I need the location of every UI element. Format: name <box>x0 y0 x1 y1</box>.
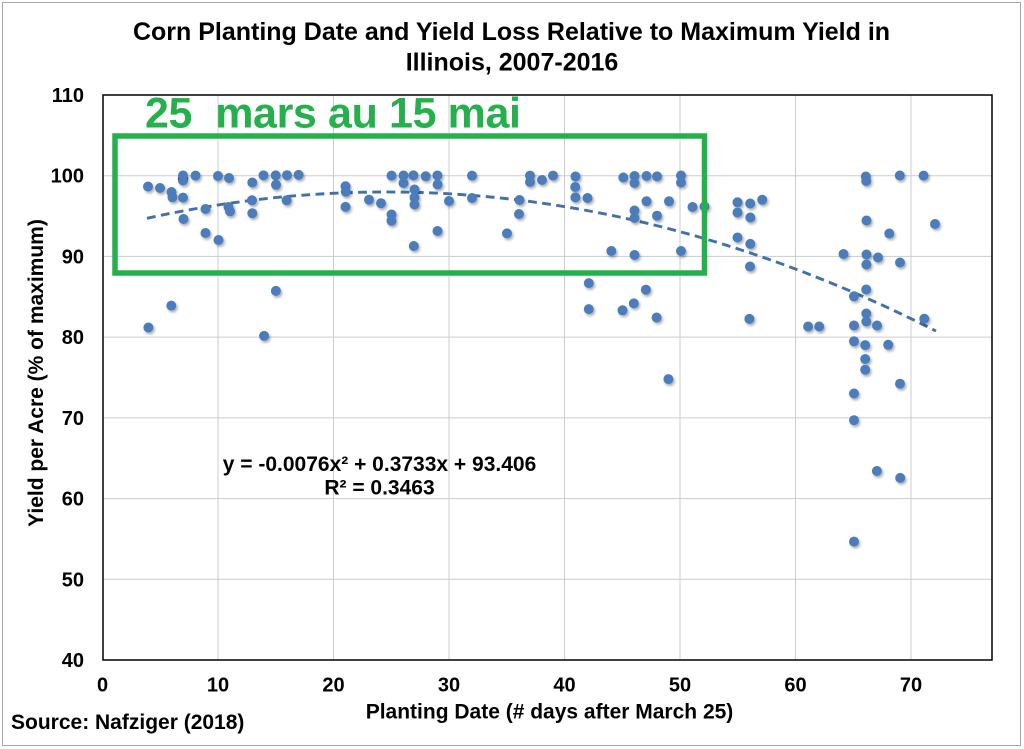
svg-text:50: 50 <box>669 675 691 697</box>
svg-text:Illinois, 2007-2016: Illinois, 2007-2016 <box>406 49 619 77</box>
svg-text:50: 50 <box>62 569 84 591</box>
svg-text:R² = 0.3463: R² = 0.3463 <box>324 477 434 500</box>
svg-text:Corn Planting Date and Yield L: Corn Planting Date and Yield Loss Relati… <box>133 18 890 46</box>
svg-text:90: 90 <box>62 246 84 268</box>
svg-text:0: 0 <box>97 675 108 697</box>
svg-text:110: 110 <box>52 85 84 107</box>
svg-text:Source: Nafziger (2018): Source: Nafziger (2018) <box>11 711 244 734</box>
svg-text:60: 60 <box>784 675 806 697</box>
svg-text:100: 100 <box>51 166 84 188</box>
svg-text:10: 10 <box>207 675 229 697</box>
svg-text:Yield per Acre (% of maximum): Yield per Acre (% of maximum) <box>25 219 48 527</box>
svg-text:20: 20 <box>322 675 344 697</box>
svg-text:70: 70 <box>900 675 922 697</box>
svg-text:25 mars au 15 mai: 25 mars au 15 mai <box>145 90 521 138</box>
svg-text:60: 60 <box>62 489 84 511</box>
svg-text:Planting Date (# days after Ma: Planting Date (# days after March 25) <box>366 701 734 724</box>
svg-text:y = -0.0076x² + 0.3733x + 93.4: y = -0.0076x² + 0.3733x + 93.406 <box>223 453 537 476</box>
svg-text:80: 80 <box>62 327 84 349</box>
svg-text:40: 40 <box>553 675 575 697</box>
svg-text:70: 70 <box>62 408 84 430</box>
svg-text:40: 40 <box>62 650 84 672</box>
svg-text:30: 30 <box>438 675 460 697</box>
